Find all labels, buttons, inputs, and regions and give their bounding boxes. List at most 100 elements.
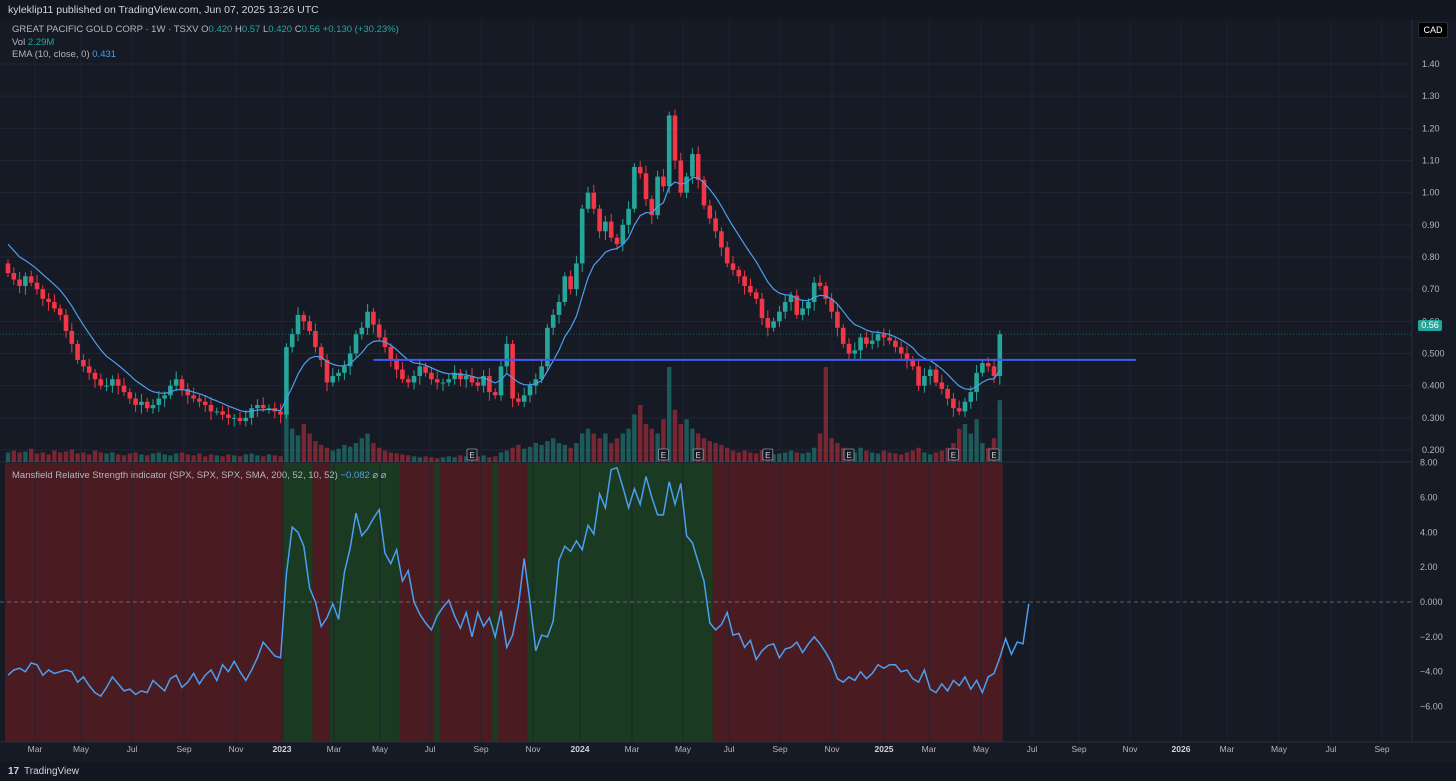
candle	[817, 282, 823, 286]
volume-bar	[968, 433, 973, 462]
volume-bar	[185, 454, 190, 462]
volume-bar	[58, 452, 63, 462]
candle	[342, 366, 347, 373]
time-tick-label: Mar	[625, 744, 640, 754]
candle	[933, 369, 939, 383]
volume-bar	[504, 450, 509, 462]
volume-bar	[591, 433, 596, 462]
publish-header: kyleklip11 published on TradingView.com,…	[0, 0, 1456, 20]
candle	[597, 208, 602, 232]
volume-bar	[168, 455, 173, 462]
volume-bar	[411, 456, 417, 462]
time-tick-label: Sep	[1374, 744, 1389, 754]
candle	[968, 392, 974, 402]
earnings-marker	[948, 448, 959, 461]
volume-bar	[110, 452, 115, 462]
candle	[301, 314, 307, 322]
volume-bar	[614, 438, 620, 462]
volume-bar	[104, 453, 109, 462]
ema-value: 0.431	[92, 49, 117, 60]
candle	[655, 176, 660, 216]
volume-bar	[661, 419, 666, 462]
candle	[69, 330, 75, 344]
currency-badge[interactable]: CAD	[1418, 22, 1448, 38]
volume-bar	[974, 419, 979, 462]
volume-bar	[52, 450, 57, 462]
earnings-marker-label: E	[991, 451, 996, 460]
volume-bar	[527, 446, 533, 462]
low-label: L	[262, 24, 269, 35]
time-tick-label: Nov	[1122, 744, 1138, 754]
time-tick-label: Jul	[127, 744, 138, 754]
price-chart[interactable]: E E E E E E E 1.40 1.30 1.20 1.10 1.00 0.90 0.80 0.70 0…	[0, 20, 1456, 762]
rs-tick-label: −2.00	[1420, 632, 1443, 642]
volume-bar	[841, 447, 846, 462]
volume-bar	[116, 454, 121, 462]
candle	[991, 366, 997, 377]
candle	[765, 318, 771, 328]
candle	[521, 395, 527, 402]
volume-bar	[388, 452, 393, 462]
high-label: H	[234, 24, 242, 35]
candle	[63, 314, 69, 331]
volume-bar	[475, 456, 480, 462]
time-tick-label: 2026	[1172, 744, 1191, 754]
publish-info: kyleklip11 published on TradingView.com,…	[8, 4, 319, 16]
candle	[434, 379, 440, 383]
candle	[46, 298, 51, 303]
candle	[81, 359, 86, 367]
candle	[898, 347, 904, 354]
candle	[295, 314, 301, 335]
candle	[28, 276, 34, 283]
earnings-marker	[988, 448, 1000, 461]
candle	[753, 292, 759, 299]
volume-bar	[812, 447, 817, 462]
candle	[179, 379, 185, 389]
volume-bar	[945, 447, 950, 462]
candle	[927, 369, 933, 377]
ema-line	[7, 176, 1001, 413]
volume-bar	[609, 443, 614, 462]
open-value: 0.420	[208, 24, 233, 35]
volume-bar	[875, 453, 881, 462]
volume-bar	[69, 449, 74, 462]
volume-bar	[121, 455, 127, 462]
price-tick-label: 0.300	[1422, 413, 1445, 423]
volume-bar	[98, 452, 103, 462]
volume-bar	[585, 428, 591, 462]
volume-bar	[429, 457, 434, 462]
volume-bar	[348, 446, 353, 462]
candle	[742, 276, 747, 286]
candle	[736, 269, 742, 277]
volume-bar	[510, 447, 515, 462]
volume-bar	[458, 455, 463, 462]
candle	[214, 411, 220, 413]
volume-bar	[174, 453, 179, 462]
candle	[643, 173, 649, 200]
earnings-marker	[466, 448, 478, 461]
earnings-marker	[692, 448, 704, 461]
candle	[98, 379, 104, 386]
candle	[516, 398, 521, 402]
volume-bar	[394, 453, 399, 462]
volume-bar	[829, 438, 834, 462]
candle	[92, 372, 98, 380]
price-tick-label: 0.500	[1422, 349, 1445, 359]
candle	[527, 385, 533, 396]
candle	[910, 359, 916, 367]
candle	[446, 379, 452, 383]
candle	[330, 376, 336, 383]
time-tick-label: Nov	[525, 744, 541, 754]
candle	[620, 224, 626, 245]
volume-bar	[493, 456, 498, 462]
candle	[585, 192, 591, 209]
candle	[423, 366, 428, 373]
volume-bar	[382, 450, 388, 462]
volume-bar	[342, 444, 347, 462]
volume-bar	[29, 448, 34, 462]
volume-bar	[603, 433, 608, 462]
candle	[719, 231, 724, 248]
indicator-value: −0.082	[340, 470, 370, 481]
candle	[376, 324, 382, 338]
candle	[835, 311, 840, 328]
